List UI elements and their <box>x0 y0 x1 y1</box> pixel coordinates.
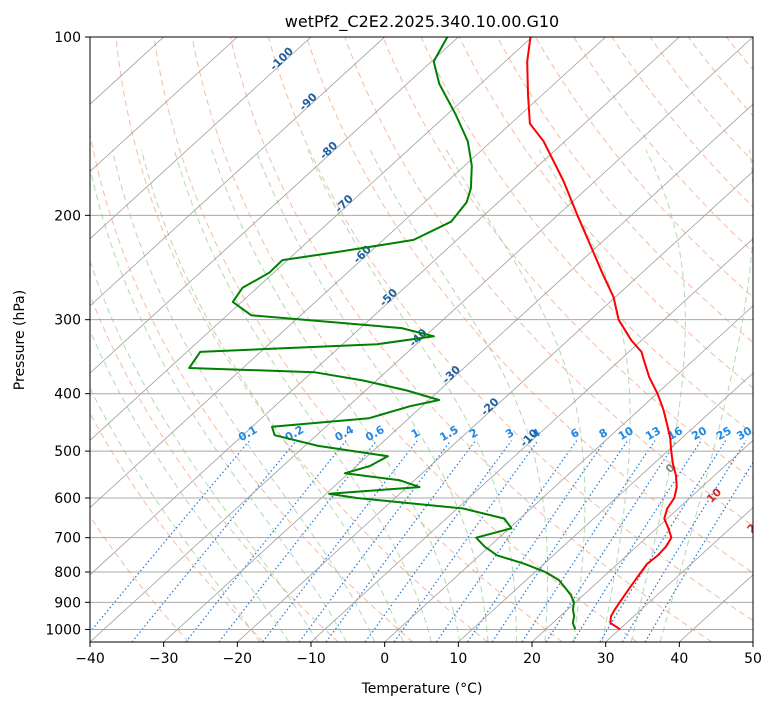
mixing-ratio-line <box>90 440 251 633</box>
chart-title: wetPf2_C2E2.2025.340.10.00.G10 <box>285 12 559 32</box>
y-tick-label: 600 <box>54 491 81 507</box>
mixing-ratio-line <box>466 440 606 642</box>
y-tick-label: 800 <box>54 565 81 581</box>
dry-adiabat-line <box>191 37 638 642</box>
moist-adiabat-line <box>369 149 549 642</box>
isotherm-line <box>90 37 238 172</box>
moist-adiabat-line <box>445 149 586 642</box>
mixing-ratio-line <box>364 440 512 642</box>
y-tick-label: 200 <box>54 208 81 224</box>
x-axis-ticks: −40 −30 −20 −10 0 10 20 30 40 50 <box>75 642 762 667</box>
x-tick-label: 20 <box>523 651 541 667</box>
moist-adiabat-line <box>307 149 517 642</box>
moist-adiabat-label: 20 <box>745 516 765 536</box>
isotherm-line <box>531 439 753 642</box>
x-tick-label: 10 <box>449 651 467 667</box>
mixing-ratio-line <box>599 440 727 642</box>
x-tick-label: −20 <box>223 651 253 667</box>
dry-adiabat-line <box>229 37 712 642</box>
y-tick-label: 300 <box>54 313 81 329</box>
dry-adiabat-line <box>115 37 488 642</box>
isotherm-line <box>90 37 533 441</box>
y-tick-label: 700 <box>54 531 81 547</box>
dry-adiabat-line <box>268 37 753 622</box>
dry-adiabat-line <box>90 131 414 642</box>
x-tick-label: 30 <box>597 651 615 667</box>
dry-adiabat-line <box>382 37 753 481</box>
mixing-ratio-line <box>491 440 629 642</box>
isotherm-line <box>237 170 753 642</box>
isotherm-line <box>90 37 385 307</box>
x-tick-label: −30 <box>149 651 179 667</box>
y-tick-label: 1000 <box>45 622 81 638</box>
mixing-ratio-line <box>572 440 702 642</box>
y-axis-title: Pressure (hPa) <box>12 290 28 390</box>
isotherm-line <box>90 37 680 576</box>
moist-adiabat-line <box>90 259 319 642</box>
dewpoint-profile-line <box>188 37 577 630</box>
dry-adiabat-line <box>90 412 264 642</box>
x-tick-label: −10 <box>296 651 326 667</box>
mixing-ratio-lines <box>90 440 753 642</box>
isotherm-line <box>90 37 606 509</box>
mixing-ratio-line <box>131 440 297 642</box>
y-tick-label: 100 <box>54 30 81 46</box>
mixing-ratio-label: 30 <box>734 424 754 443</box>
y-tick-label: 500 <box>54 444 81 460</box>
plot-frame <box>89 36 754 643</box>
temperature-profile-line <box>526 37 678 631</box>
y-tick-label: 400 <box>54 387 81 403</box>
isotherms <box>90 37 753 642</box>
isotherm-line <box>384 305 753 642</box>
mixing-ratio-line <box>545 440 678 642</box>
mixing-ratio-line <box>218 440 378 642</box>
isotherm-line <box>90 37 312 240</box>
isotherm-line <box>90 37 459 374</box>
profiles <box>188 37 678 631</box>
x-tick-label: 0 <box>380 651 389 667</box>
mixing-ratio-line <box>521 440 656 642</box>
isotherm-line <box>605 507 753 642</box>
mixing-ratio-line <box>621 440 747 642</box>
dry-adiabat-line <box>306 37 753 574</box>
x-tick-label: 50 <box>744 651 762 667</box>
x-tick-label: −40 <box>75 651 105 667</box>
dry-adiabat-line <box>153 37 563 642</box>
y-tick-label: 900 <box>54 595 81 611</box>
x-axis-title: Temperature (°C) <box>361 681 483 697</box>
x-tick-label: 40 <box>670 651 688 667</box>
mixing-ratio-line <box>644 461 753 642</box>
isotherm-line <box>90 37 753 642</box>
isotherm-line <box>310 238 753 642</box>
isotherm-line <box>163 103 753 642</box>
dry-adiabat-line <box>496 37 753 344</box>
y-axis-ticks: 100 200 300 400 500 600 700 800 900 1000 <box>45 30 90 638</box>
isobars <box>90 37 753 630</box>
mixing-ratio-line <box>325 440 476 642</box>
dry-adiabat-line <box>535 37 753 298</box>
plot-area: 0.10.20.40.611.52346810131620253036-100-… <box>90 37 765 642</box>
mixing-ratio-line <box>435 440 578 642</box>
isotherm-line <box>458 372 753 642</box>
dry-adiabat-line <box>90 515 190 642</box>
